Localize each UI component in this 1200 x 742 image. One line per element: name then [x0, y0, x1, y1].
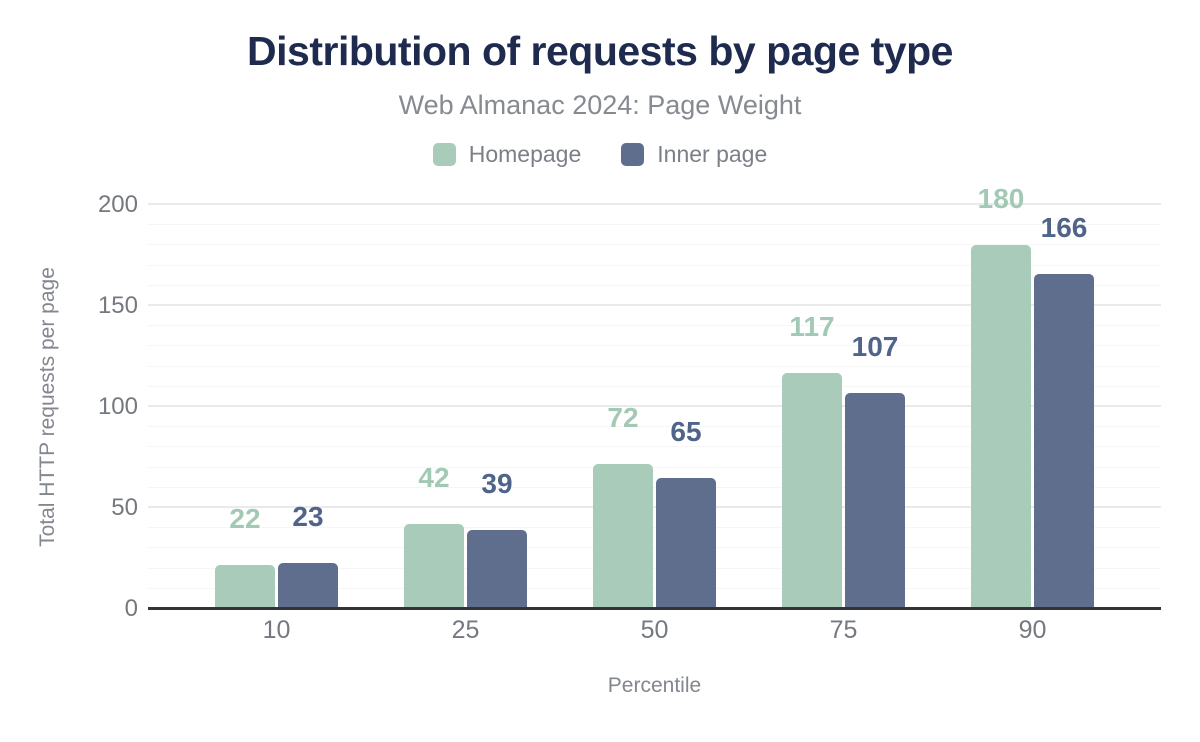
gridline-major: [148, 506, 1161, 508]
x-tick-label: 25: [451, 616, 480, 644]
y-tick-label: 150: [97, 292, 138, 319]
gridline-minor: [148, 284, 1161, 286]
gridline-minor: [148, 264, 1161, 266]
gridline-major: [148, 203, 1161, 205]
gridline-minor: [148, 244, 1161, 246]
bar-homepage-p10[interactable]: 22: [215, 504, 275, 609]
bar-inner-page-p25[interactable]: 39: [467, 470, 527, 609]
legend-item-inner-page[interactable]: Inner page: [621, 141, 767, 168]
bar-value-label: 22: [229, 502, 261, 534]
bar-value-label: 39: [481, 468, 513, 500]
gridline-minor: [148, 224, 1161, 226]
gridline-minor: [148, 426, 1161, 428]
bars-region: 22 23 42 39 72 65 117 107 180 166: [148, 185, 1161, 609]
y-axis-ticks: 0 50 100 150 200: [0, 191, 138, 622]
y-tick-label: 0: [124, 595, 138, 622]
gridline-major: [148, 304, 1161, 306]
bar-value-label: 117: [789, 310, 835, 342]
plot-area: 22 23 42 39 72 65 117 107 180 166: [148, 185, 1161, 610]
chart-subtitle: Web Almanac 2024: Page Weight: [398, 90, 802, 120]
gridline-minor: [148, 527, 1161, 529]
bar-value-label: 180: [977, 183, 1025, 215]
chart-title: Distribution of requests by page type: [247, 28, 953, 74]
y-tick-label: 200: [97, 191, 138, 218]
x-tick-label: 90: [1018, 616, 1047, 644]
bar-group-p25: 42 39: [371, 205, 560, 609]
x-tick-label: 10: [262, 616, 291, 644]
x-axis-ticks: 10 25 50 75 90: [148, 616, 1161, 645]
gridline-major: [148, 405, 1161, 407]
bar-group-p50: 72 65: [560, 205, 749, 609]
y-tick-label: 100: [97, 393, 138, 420]
y-tick-label: 50: [111, 494, 138, 521]
legend-label: Homepage: [468, 141, 582, 167]
gridline-minor: [148, 587, 1161, 589]
x-axis-line: [148, 607, 1161, 610]
gridline-minor: [148, 466, 1161, 468]
x-tick-label: 75: [829, 616, 858, 644]
bar-value-label: 23: [292, 500, 324, 532]
x-tick-label: 50: [640, 616, 669, 644]
gridline-minor: [148, 365, 1161, 367]
gridline-minor: [148, 547, 1161, 549]
bar-value-label: 72: [607, 401, 639, 433]
x-axis-title: Percentile: [607, 674, 702, 697]
legend-swatch-icon: [621, 143, 645, 166]
legend-swatch-icon: [432, 143, 456, 166]
legend-label: Inner page: [657, 141, 768, 167]
legend-item-homepage[interactable]: Homepage: [432, 141, 582, 168]
gridline-minor: [148, 486, 1161, 488]
gridline-minor: [148, 385, 1161, 387]
bar-value-label: 42: [418, 462, 450, 494]
bar-homepage-p25[interactable]: 42: [404, 464, 464, 609]
bar-value-label: 107: [851, 330, 899, 362]
bar-value-label: 166: [1040, 211, 1088, 243]
bar-group-p75: 117 107: [749, 205, 938, 609]
legend: Homepage Inner page: [0, 141, 1200, 168]
bar-inner-page-p10[interactable]: 23: [278, 502, 338, 609]
bar-inner-page-p50[interactable]: 65: [656, 417, 716, 609]
gridline-minor: [148, 567, 1161, 569]
bar-homepage-p75[interactable]: 117: [782, 312, 842, 609]
gridline-minor: [148, 345, 1161, 347]
bar-homepage-p90[interactable]: 180: [971, 185, 1031, 609]
gridline-minor: [148, 325, 1161, 327]
bar-group-p10: 22 23: [182, 205, 371, 609]
bar-homepage-p50[interactable]: 72: [593, 403, 653, 609]
bar-inner-page-p90[interactable]: 166: [1034, 213, 1094, 609]
bar-inner-page-p75[interactable]: 107: [845, 332, 905, 609]
bar-value-label: 65: [670, 415, 702, 447]
gridline-minor: [148, 446, 1161, 448]
bar-group-p90: 180 166: [938, 185, 1127, 609]
